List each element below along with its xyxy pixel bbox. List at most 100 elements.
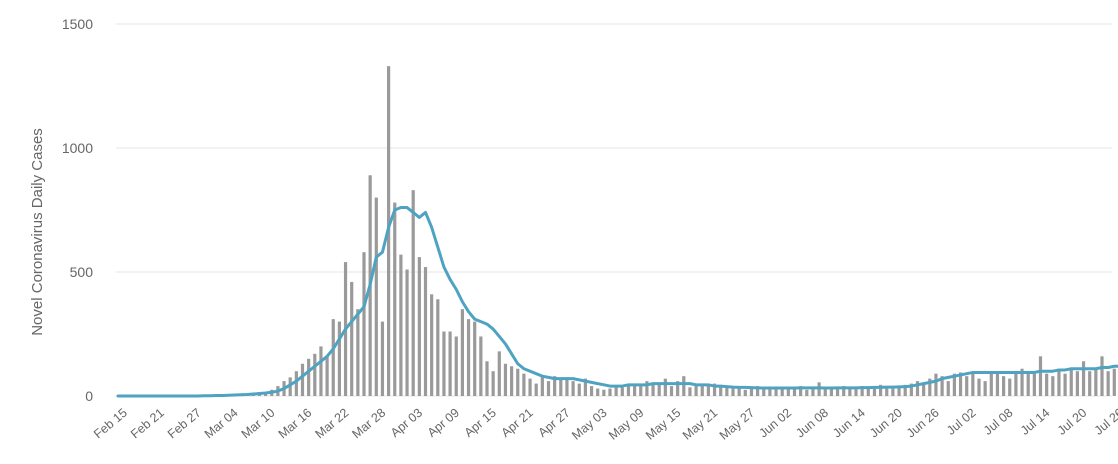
- bar: [983, 381, 987, 396]
- bar: [559, 378, 563, 396]
- bar: [516, 368, 520, 396]
- bar: [454, 336, 458, 396]
- bar: [374, 197, 378, 396]
- bar: [626, 383, 631, 396]
- bar: [946, 381, 950, 396]
- bar: [577, 383, 581, 396]
- x-tick-label: Apr 09: [425, 406, 462, 440]
- bar: [571, 381, 575, 396]
- bar: [411, 190, 415, 396]
- bar: [337, 321, 341, 396]
- y-tick-label: 1500: [62, 16, 93, 32]
- bar: [762, 387, 766, 396]
- bar: [313, 353, 317, 396]
- bar: [829, 387, 833, 396]
- x-tick-label: May 09: [606, 406, 646, 443]
- x-tick-label: Mar 22: [313, 406, 352, 442]
- bar: [848, 388, 852, 396]
- bar: [405, 269, 409, 396]
- bar: [350, 281, 354, 396]
- x-tick-label: Jul 14: [1018, 406, 1053, 438]
- bar: [743, 389, 747, 396]
- x-tick-label: May 27: [717, 406, 757, 443]
- bar: [805, 389, 809, 396]
- y-axis-title: Novel Coronavirus Daily Cases: [29, 128, 46, 336]
- bar: [589, 386, 594, 396]
- bar: [676, 381, 680, 396]
- bar: [663, 378, 667, 396]
- bar: [1106, 371, 1110, 396]
- bar: [737, 387, 741, 396]
- bar: [866, 388, 870, 396]
- moving-average-line: [116, 206, 1118, 398]
- bar: [1002, 376, 1006, 396]
- bar: [860, 386, 864, 396]
- y-axis-ticks: 0 500 1000 1500: [62, 16, 93, 404]
- bar: [460, 309, 464, 396]
- bar: [700, 386, 704, 396]
- bar: [596, 388, 600, 396]
- bar: [903, 384, 907, 396]
- bar: [694, 383, 698, 396]
- bar: [503, 363, 508, 396]
- bar: [497, 351, 501, 396]
- bar: [430, 294, 434, 396]
- bar: [423, 267, 428, 396]
- bar: [633, 386, 637, 396]
- bar: [811, 388, 815, 396]
- bar: [712, 383, 717, 396]
- bar: [540, 376, 544, 396]
- bar: [879, 384, 883, 396]
- x-tick-label: May 21: [680, 406, 720, 443]
- bar: [294, 371, 298, 396]
- bar: [958, 372, 963, 396]
- bar: [657, 384, 661, 396]
- bar: [288, 377, 292, 396]
- bar: [756, 386, 760, 396]
- x-tick-label: Jul 26: [1092, 406, 1118, 438]
- x-tick-label: Jul 08: [981, 406, 1016, 438]
- daily-case-bars: [202, 66, 1116, 396]
- x-tick-label: Mar 10: [239, 406, 278, 442]
- bar: [719, 387, 723, 396]
- bar: [989, 371, 993, 396]
- bar: [393, 202, 397, 396]
- x-tick-label: Jun 14: [830, 406, 868, 441]
- bar: [485, 361, 489, 396]
- bar: [491, 371, 495, 396]
- bar: [448, 331, 452, 396]
- bar: [854, 388, 858, 396]
- moving-average-path: [116, 206, 1118, 398]
- bar: [553, 376, 557, 396]
- bar: [442, 331, 446, 396]
- bar: [669, 386, 674, 396]
- bar: [897, 386, 901, 396]
- bar: [325, 356, 329, 396]
- x-tick-label: Jun 08: [793, 406, 831, 441]
- bar: [731, 388, 735, 396]
- bar: [1057, 371, 1061, 396]
- bar: [436, 299, 440, 396]
- bar: [602, 389, 606, 396]
- bar: [725, 386, 729, 396]
- bar: [885, 387, 889, 396]
- bar: [362, 252, 366, 396]
- bar: [534, 383, 538, 396]
- bar: [823, 388, 827, 396]
- bar: [835, 388, 840, 396]
- bar: [528, 378, 532, 396]
- bar: [749, 388, 754, 396]
- bar: [1051, 376, 1055, 396]
- bar: [971, 373, 975, 396]
- bar: [1014, 373, 1018, 396]
- bar: [842, 386, 846, 396]
- x-tick-label: May 15: [643, 406, 683, 443]
- bar: [915, 381, 920, 396]
- bar: [1069, 368, 1073, 396]
- bar: [356, 309, 360, 396]
- bar: [909, 383, 913, 396]
- bar: [565, 377, 569, 396]
- bar: [300, 363, 305, 396]
